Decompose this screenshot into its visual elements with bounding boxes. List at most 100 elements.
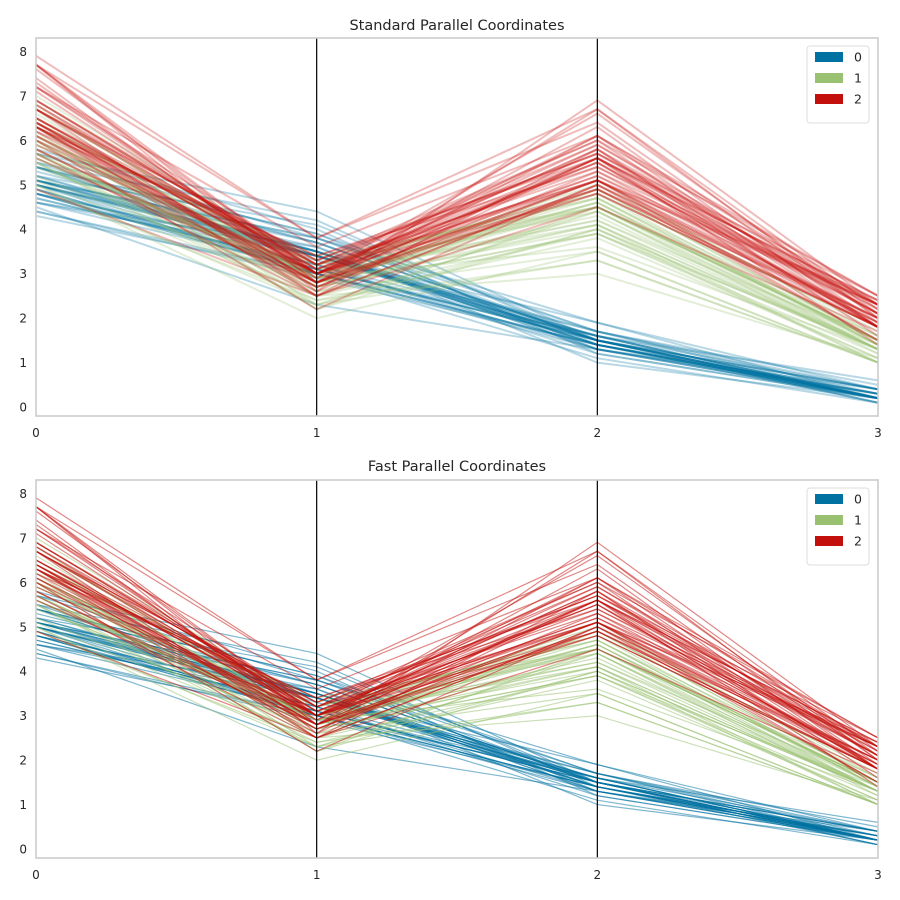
series-1-line bbox=[35, 161, 879, 351]
series-0-line bbox=[35, 192, 879, 395]
series-1-line bbox=[35, 103, 879, 346]
series-2-line bbox=[35, 550, 879, 743]
series-2-line bbox=[35, 125, 879, 302]
series-2-line bbox=[35, 188, 879, 333]
series-1-line bbox=[35, 179, 879, 360]
series-1-line bbox=[35, 183, 879, 364]
series-0-line bbox=[35, 197, 879, 400]
series-0-line bbox=[35, 192, 879, 400]
y-tick-label: 8 bbox=[19, 45, 27, 59]
series-2-line bbox=[35, 117, 879, 311]
series-0-line bbox=[35, 152, 879, 395]
series-1-line bbox=[35, 161, 879, 355]
series-2-line bbox=[35, 63, 879, 311]
series-1-line bbox=[35, 148, 879, 364]
series-1-line bbox=[35, 152, 879, 351]
series-2-line bbox=[35, 143, 879, 328]
series-0-line bbox=[35, 179, 879, 391]
series-0-line bbox=[35, 161, 879, 400]
series-0-line bbox=[35, 214, 879, 404]
y-tick-label: 7 bbox=[19, 89, 27, 103]
series-1-line bbox=[35, 621, 879, 801]
series-1-line bbox=[35, 121, 879, 342]
legend-swatch-1 bbox=[815, 515, 843, 525]
series-0-line bbox=[35, 188, 879, 400]
series-2-line bbox=[35, 108, 879, 302]
legend-label-2: 2 bbox=[854, 92, 862, 107]
series-2-line bbox=[35, 157, 879, 320]
series-1-line bbox=[35, 143, 879, 342]
series-2-line bbox=[35, 68, 879, 315]
series-2-line bbox=[35, 121, 879, 315]
series-2-line bbox=[35, 148, 879, 302]
series-1-line bbox=[35, 94, 879, 346]
series-0-line bbox=[35, 166, 879, 400]
series-2-line bbox=[35, 103, 879, 315]
series-2-line bbox=[35, 546, 879, 748]
x-tick-label: 1 bbox=[313, 426, 321, 440]
series-0-line bbox=[35, 648, 879, 837]
series-2-line bbox=[35, 63, 879, 320]
series-2-line bbox=[35, 54, 879, 320]
series-2-line bbox=[35, 99, 879, 306]
y-tick-label: 0 bbox=[19, 401, 27, 415]
series-0-line bbox=[35, 183, 879, 400]
series-2-line bbox=[35, 86, 879, 297]
series-1-line bbox=[35, 626, 879, 806]
series-2-line bbox=[35, 126, 879, 324]
series-0-line bbox=[35, 166, 879, 391]
x-tick-label: 2 bbox=[594, 426, 602, 440]
series-2-line bbox=[35, 117, 879, 320]
series-0-line bbox=[35, 183, 879, 400]
series-2-line bbox=[35, 152, 879, 320]
series-0-line bbox=[35, 174, 879, 400]
series-2-line bbox=[35, 108, 879, 297]
y-tick-label: 1 bbox=[19, 356, 27, 370]
series-2-line bbox=[35, 99, 879, 315]
series-1-line bbox=[35, 121, 879, 351]
series-0-line bbox=[35, 179, 879, 395]
series-0-line bbox=[35, 174, 879, 400]
chart-panel-0: Standard Parallel Coordinates 0 1 2 3 4 5 6 7 8 0 1… bbox=[19, 18, 881, 440]
series-1-line bbox=[35, 152, 879, 351]
data-lines bbox=[35, 497, 879, 846]
series-0-line bbox=[35, 201, 879, 400]
series-0-line bbox=[35, 210, 879, 400]
series-1-line bbox=[35, 152, 879, 364]
legend-label-0: 0 bbox=[854, 492, 862, 507]
series-1-line bbox=[35, 126, 879, 342]
series-1-line bbox=[35, 134, 879, 351]
chart-title: Fast Parallel Coordinates bbox=[368, 459, 546, 475]
series-0-line bbox=[35, 148, 879, 400]
series-1-line bbox=[35, 143, 879, 329]
series-2-line bbox=[35, 126, 879, 328]
y-tick-label: 6 bbox=[19, 134, 27, 148]
x-tick-label: 0 bbox=[32, 426, 40, 440]
series-1-line bbox=[35, 166, 879, 342]
series-0-line bbox=[35, 179, 879, 400]
series-1-line bbox=[35, 108, 879, 333]
series-2-line bbox=[35, 559, 879, 761]
series-0-line bbox=[35, 179, 879, 400]
series-0-line bbox=[35, 166, 879, 400]
series-1-line bbox=[35, 130, 879, 342]
series-1-line bbox=[35, 157, 879, 351]
series-0-line bbox=[35, 188, 879, 400]
series-2-line bbox=[35, 506, 879, 752]
series-2-line bbox=[35, 108, 879, 328]
series-1-line bbox=[35, 117, 879, 342]
series-0-line bbox=[35, 166, 879, 391]
series-1-line bbox=[35, 161, 879, 360]
series-2-line bbox=[35, 130, 879, 306]
series-2-line bbox=[35, 506, 879, 761]
y-tick-label: 4 bbox=[19, 223, 27, 237]
series-2-line bbox=[35, 126, 879, 342]
series-0-line bbox=[35, 192, 879, 404]
series-0-line bbox=[35, 179, 879, 391]
series-2-line bbox=[35, 148, 879, 324]
series-1-line bbox=[35, 595, 879, 806]
series-2-line bbox=[35, 125, 879, 297]
series-2-line bbox=[35, 121, 879, 306]
y-tick-label: 3 bbox=[19, 709, 27, 723]
